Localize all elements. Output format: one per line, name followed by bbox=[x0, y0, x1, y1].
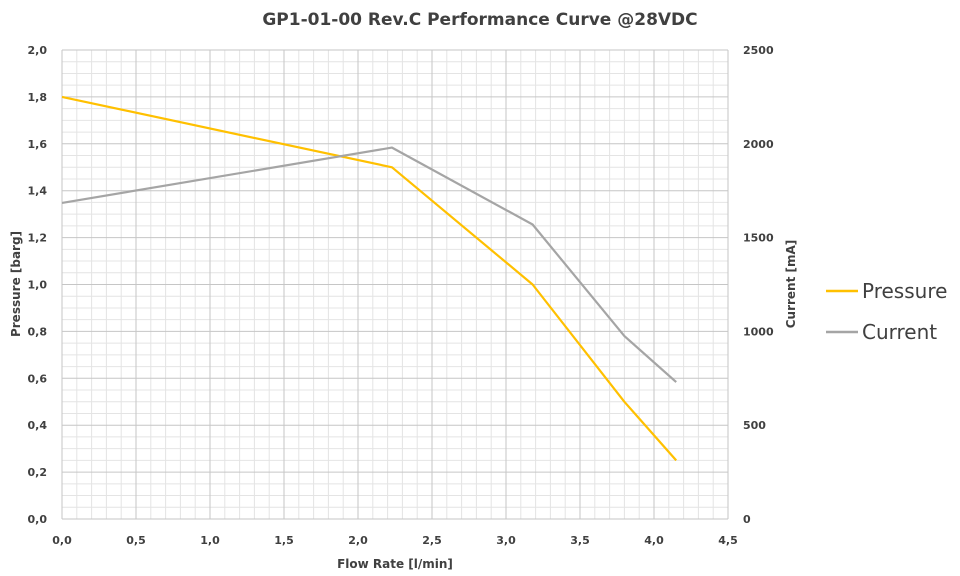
x-tick-label: 4,0 bbox=[644, 534, 664, 547]
legend-item-pressure: Pressure bbox=[826, 279, 947, 303]
y-tick-label: 0,2 bbox=[28, 466, 48, 479]
series-line-current bbox=[61, 146, 677, 383]
tick-labels: 0,0 0,5 1,0 1,5 2,0 2,5 3,0 3,5 4,0 4,5 0,0 0,2 0,4 0… bbox=[28, 44, 774, 547]
x-tick-label: 0,0 bbox=[52, 534, 72, 547]
legend-label-pressure: Pressure bbox=[862, 279, 947, 303]
series-line-pressure bbox=[61, 95, 678, 462]
y2-tick-label: 2000 bbox=[743, 138, 774, 151]
x-tick-label: 3,5 bbox=[570, 534, 590, 547]
chart-title: GP1-01-00 Rev.C Performance Curve @28VDC bbox=[262, 10, 697, 30]
x-tick-label: 2,5 bbox=[422, 534, 442, 547]
y-tick-label: 2,0 bbox=[28, 44, 48, 57]
y-tick-label: 0,0 bbox=[28, 513, 48, 526]
y2-tick-label: 0 bbox=[743, 513, 751, 526]
y-tick-label: 0,6 bbox=[28, 372, 48, 385]
x-tick-label: 1,0 bbox=[200, 534, 220, 547]
legend: Pressure Current bbox=[826, 279, 947, 344]
y2-axis-title: Current [mA] bbox=[784, 240, 798, 329]
y-tick-label: 1,2 bbox=[28, 232, 48, 245]
series-layer bbox=[61, 95, 678, 462]
y-tick-label: 0,8 bbox=[28, 325, 48, 338]
y-tick-label: 0,4 bbox=[28, 419, 48, 432]
x-tick-label: 0,5 bbox=[126, 534, 146, 547]
legend-item-current: Current bbox=[826, 320, 937, 344]
legend-label-current: Current bbox=[862, 320, 937, 344]
x-tick-label: 4,5 bbox=[718, 534, 738, 547]
y2-tick-label: 1500 bbox=[743, 232, 774, 245]
y2-tick-label: 2500 bbox=[743, 44, 774, 57]
x-axis-title: Flow Rate [l/min] bbox=[337, 557, 453, 571]
y2-tick-label: 500 bbox=[743, 419, 766, 432]
x-tick-label: 3,0 bbox=[496, 534, 516, 547]
y-tick-label: 1,8 bbox=[28, 91, 48, 104]
y-tick-label: 1,0 bbox=[28, 279, 48, 292]
y2-tick-label: 1000 bbox=[743, 325, 774, 338]
x-tick-label: 1,5 bbox=[274, 534, 294, 547]
x-tick-label: 2,0 bbox=[348, 534, 368, 547]
y-tick-label: 1,6 bbox=[28, 138, 48, 151]
y-axis-title: Pressure [barg] bbox=[9, 231, 23, 337]
y-tick-label: 1,4 bbox=[28, 185, 48, 198]
